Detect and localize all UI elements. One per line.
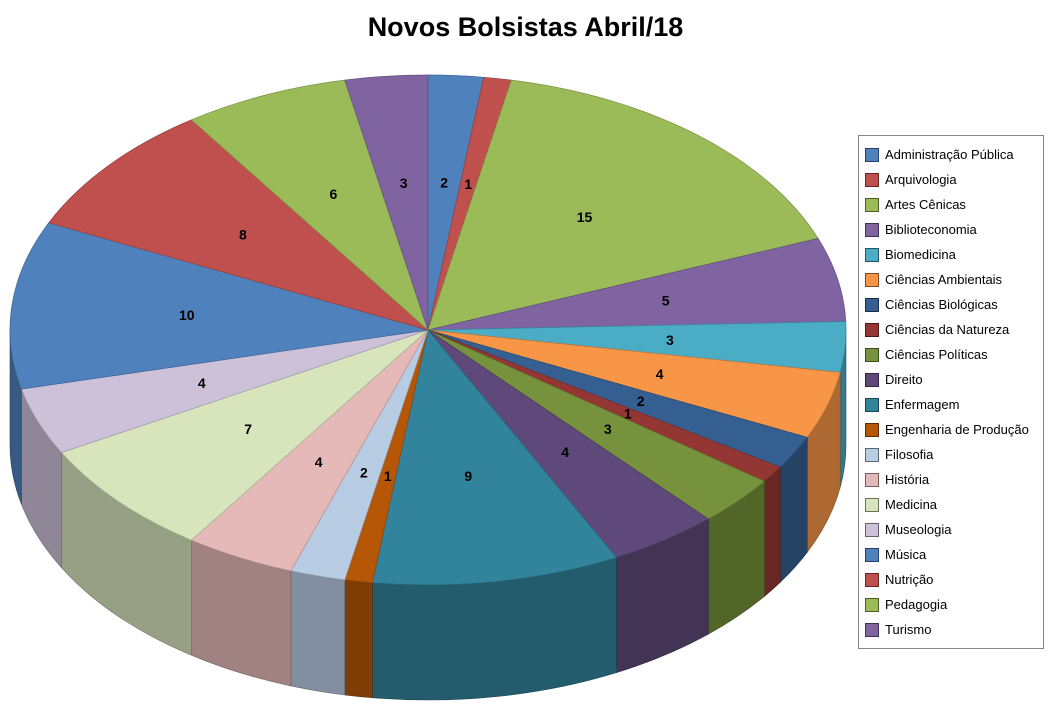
legend-item-biomedicina[interactable]: Biomedicina xyxy=(865,242,1039,267)
legend-label-historia: História xyxy=(885,472,930,487)
pie-slice-nutricao[interactable] xyxy=(48,119,429,331)
legend-item-medicina[interactable]: Medicina xyxy=(865,492,1039,517)
legend-label-engenharia-de-producao: Engenharia de Produção xyxy=(885,422,1029,437)
pie-slice-wall-ciencias-da-natureza xyxy=(764,466,781,597)
legend-label-enfermagem: Enfermagem xyxy=(885,397,960,412)
data-label-ciencias-politicas: 3 xyxy=(604,421,612,437)
legend-item-ciencias-ambientais[interactable]: Ciências Ambientais xyxy=(865,267,1039,292)
data-label-biblioteconomia: 5 xyxy=(662,293,670,309)
pie-slice-turismo[interactable] xyxy=(344,74,429,331)
legend-item-arquivologia[interactable]: Arquivologia xyxy=(865,167,1039,192)
legend-item-direito[interactable]: Direito xyxy=(865,367,1039,392)
legend-label-direito: Direito xyxy=(885,372,923,387)
legend-swatch-arquivologia xyxy=(865,172,879,187)
legend-swatch-ciencias-politicas xyxy=(865,347,879,362)
legend-item-artes-cenicas[interactable]: Artes Cênicas xyxy=(865,192,1039,217)
legend-item-turismo[interactable]: Turismo xyxy=(865,617,1039,642)
legend-swatch-historia xyxy=(865,472,879,487)
legend-item-engenharia-de-producao[interactable]: Engenharia de Produção xyxy=(865,417,1039,442)
legend-swatch-nutricao xyxy=(865,572,879,587)
pie-slice-biblioteconomia[interactable] xyxy=(427,238,847,331)
pie-slice-artes-cenicas[interactable] xyxy=(427,79,819,331)
data-label-administracao-publica: 2 xyxy=(440,174,448,190)
legend-swatch-artes-cenicas xyxy=(865,197,879,212)
legend-item-ciencias-da-natureza[interactable]: Ciências da Natureza xyxy=(865,317,1039,342)
data-label-museologia: 4 xyxy=(198,375,206,391)
data-label-ciencias-ambientais: 4 xyxy=(656,366,664,382)
legend-swatch-pedagogia xyxy=(865,597,879,612)
legend-swatch-biomedicina xyxy=(865,247,879,262)
legend-swatch-ciencias-biologicas xyxy=(865,297,879,312)
data-label-turismo: 3 xyxy=(400,175,408,191)
pie-slice-wall-engenharia-de-producao xyxy=(344,579,373,699)
legend-label-pedagogia: Pedagogia xyxy=(885,597,948,612)
legend-label-administracao-publica: Administração Pública xyxy=(885,147,1014,162)
legend-label-ciencias-biologicas: Ciências Biológicas xyxy=(885,297,998,312)
legend-label-turismo: Turismo xyxy=(885,622,932,637)
legend-label-arquivologia: Arquivologia xyxy=(885,172,957,187)
legend-label-museologia: Museologia xyxy=(885,522,952,537)
data-label-filosofia: 2 xyxy=(360,465,368,481)
legend-item-biblioteconomia[interactable]: Biblioteconomia xyxy=(865,217,1039,242)
data-label-biomedicina: 3 xyxy=(666,332,674,348)
data-label-ciencias-biologicas: 2 xyxy=(637,393,645,409)
pie-slice-pedagogia[interactable] xyxy=(190,79,429,332)
legend-items: Administração Pública Arquivologia Artes C… xyxy=(865,142,1039,642)
pie-slice-enfermagem[interactable] xyxy=(371,329,618,586)
pie-slice-wall-filosofia xyxy=(290,570,345,696)
legend-label-ciencias-da-natureza: Ciências da Natureza xyxy=(885,322,1010,337)
legend-swatch-enfermagem xyxy=(865,397,879,412)
data-label-musica: 10 xyxy=(179,307,195,323)
legend-swatch-ciencias-ambientais xyxy=(865,272,879,287)
legend-swatch-administracao-publica xyxy=(865,147,879,162)
data-label-medicina: 7 xyxy=(244,421,252,437)
data-label-historia: 4 xyxy=(315,454,323,470)
legend-item-museologia[interactable]: Museologia xyxy=(865,517,1039,542)
legend: Administração Pública Arquivologia Artes C… xyxy=(858,135,1044,649)
legend-label-medicina: Medicina xyxy=(885,497,938,512)
legend-swatch-direito xyxy=(865,372,879,387)
legend-label-filosofia: Filosofia xyxy=(885,447,934,462)
legend-item-administracao-publica[interactable]: Administração Pública xyxy=(865,142,1039,167)
legend-label-biomedicina: Biomedicina xyxy=(885,247,956,262)
legend-swatch-turismo xyxy=(865,622,879,637)
data-label-pedagogia: 6 xyxy=(330,186,338,202)
legend-item-historia[interactable]: História xyxy=(865,467,1039,492)
legend-label-ciencias-ambientais: Ciências Ambientais xyxy=(885,272,1003,287)
legend-label-nutricao: Nutrição xyxy=(885,572,934,587)
legend-swatch-ciencias-da-natureza xyxy=(865,322,879,337)
legend-item-musica[interactable]: Música xyxy=(865,542,1039,567)
pie-slice-medicina[interactable] xyxy=(60,329,429,541)
legend-swatch-biblioteconomia xyxy=(865,222,879,237)
legend-label-artes-cenicas: Artes Cênicas xyxy=(885,197,966,212)
legend-label-biblioteconomia: Biblioteconomia xyxy=(885,222,977,237)
legend-item-ciencias-politicas[interactable]: Ciências Políticas xyxy=(865,342,1039,367)
pie-slice-musica[interactable] xyxy=(9,222,429,390)
legend-label-ciencias-politicas: Ciências Políticas xyxy=(885,347,988,362)
legend-item-pedagogia[interactable]: Pedagogia xyxy=(865,592,1039,617)
legend-label-musica: Música xyxy=(885,547,927,562)
data-label-nutricao: 8 xyxy=(239,227,247,243)
legend-swatch-engenharia-de-producao xyxy=(865,422,879,437)
legend-item-nutricao[interactable]: Nutrição xyxy=(865,567,1039,592)
legend-swatch-medicina xyxy=(865,497,879,512)
legend-item-filosofia[interactable]: Filosofia xyxy=(865,442,1039,467)
legend-swatch-musica xyxy=(865,547,879,562)
data-label-artes-cenicas: 15 xyxy=(577,209,593,225)
legend-item-ciencias-biologicas[interactable]: Ciências Biológicas xyxy=(865,292,1039,317)
data-label-engenharia-de-producao: 1 xyxy=(384,468,392,484)
data-label-direito: 4 xyxy=(561,444,569,460)
data-label-ciencias-da-natureza: 1 xyxy=(624,406,632,422)
data-label-enfermagem: 9 xyxy=(464,468,472,484)
legend-swatch-filosofia xyxy=(865,447,879,462)
legend-item-enfermagem[interactable]: Enfermagem xyxy=(865,392,1039,417)
data-label-arquivologia: 1 xyxy=(464,176,472,192)
legend-swatch-museologia xyxy=(865,522,879,537)
chart-title: Novos Bolsistas Abril/18 xyxy=(367,12,684,42)
